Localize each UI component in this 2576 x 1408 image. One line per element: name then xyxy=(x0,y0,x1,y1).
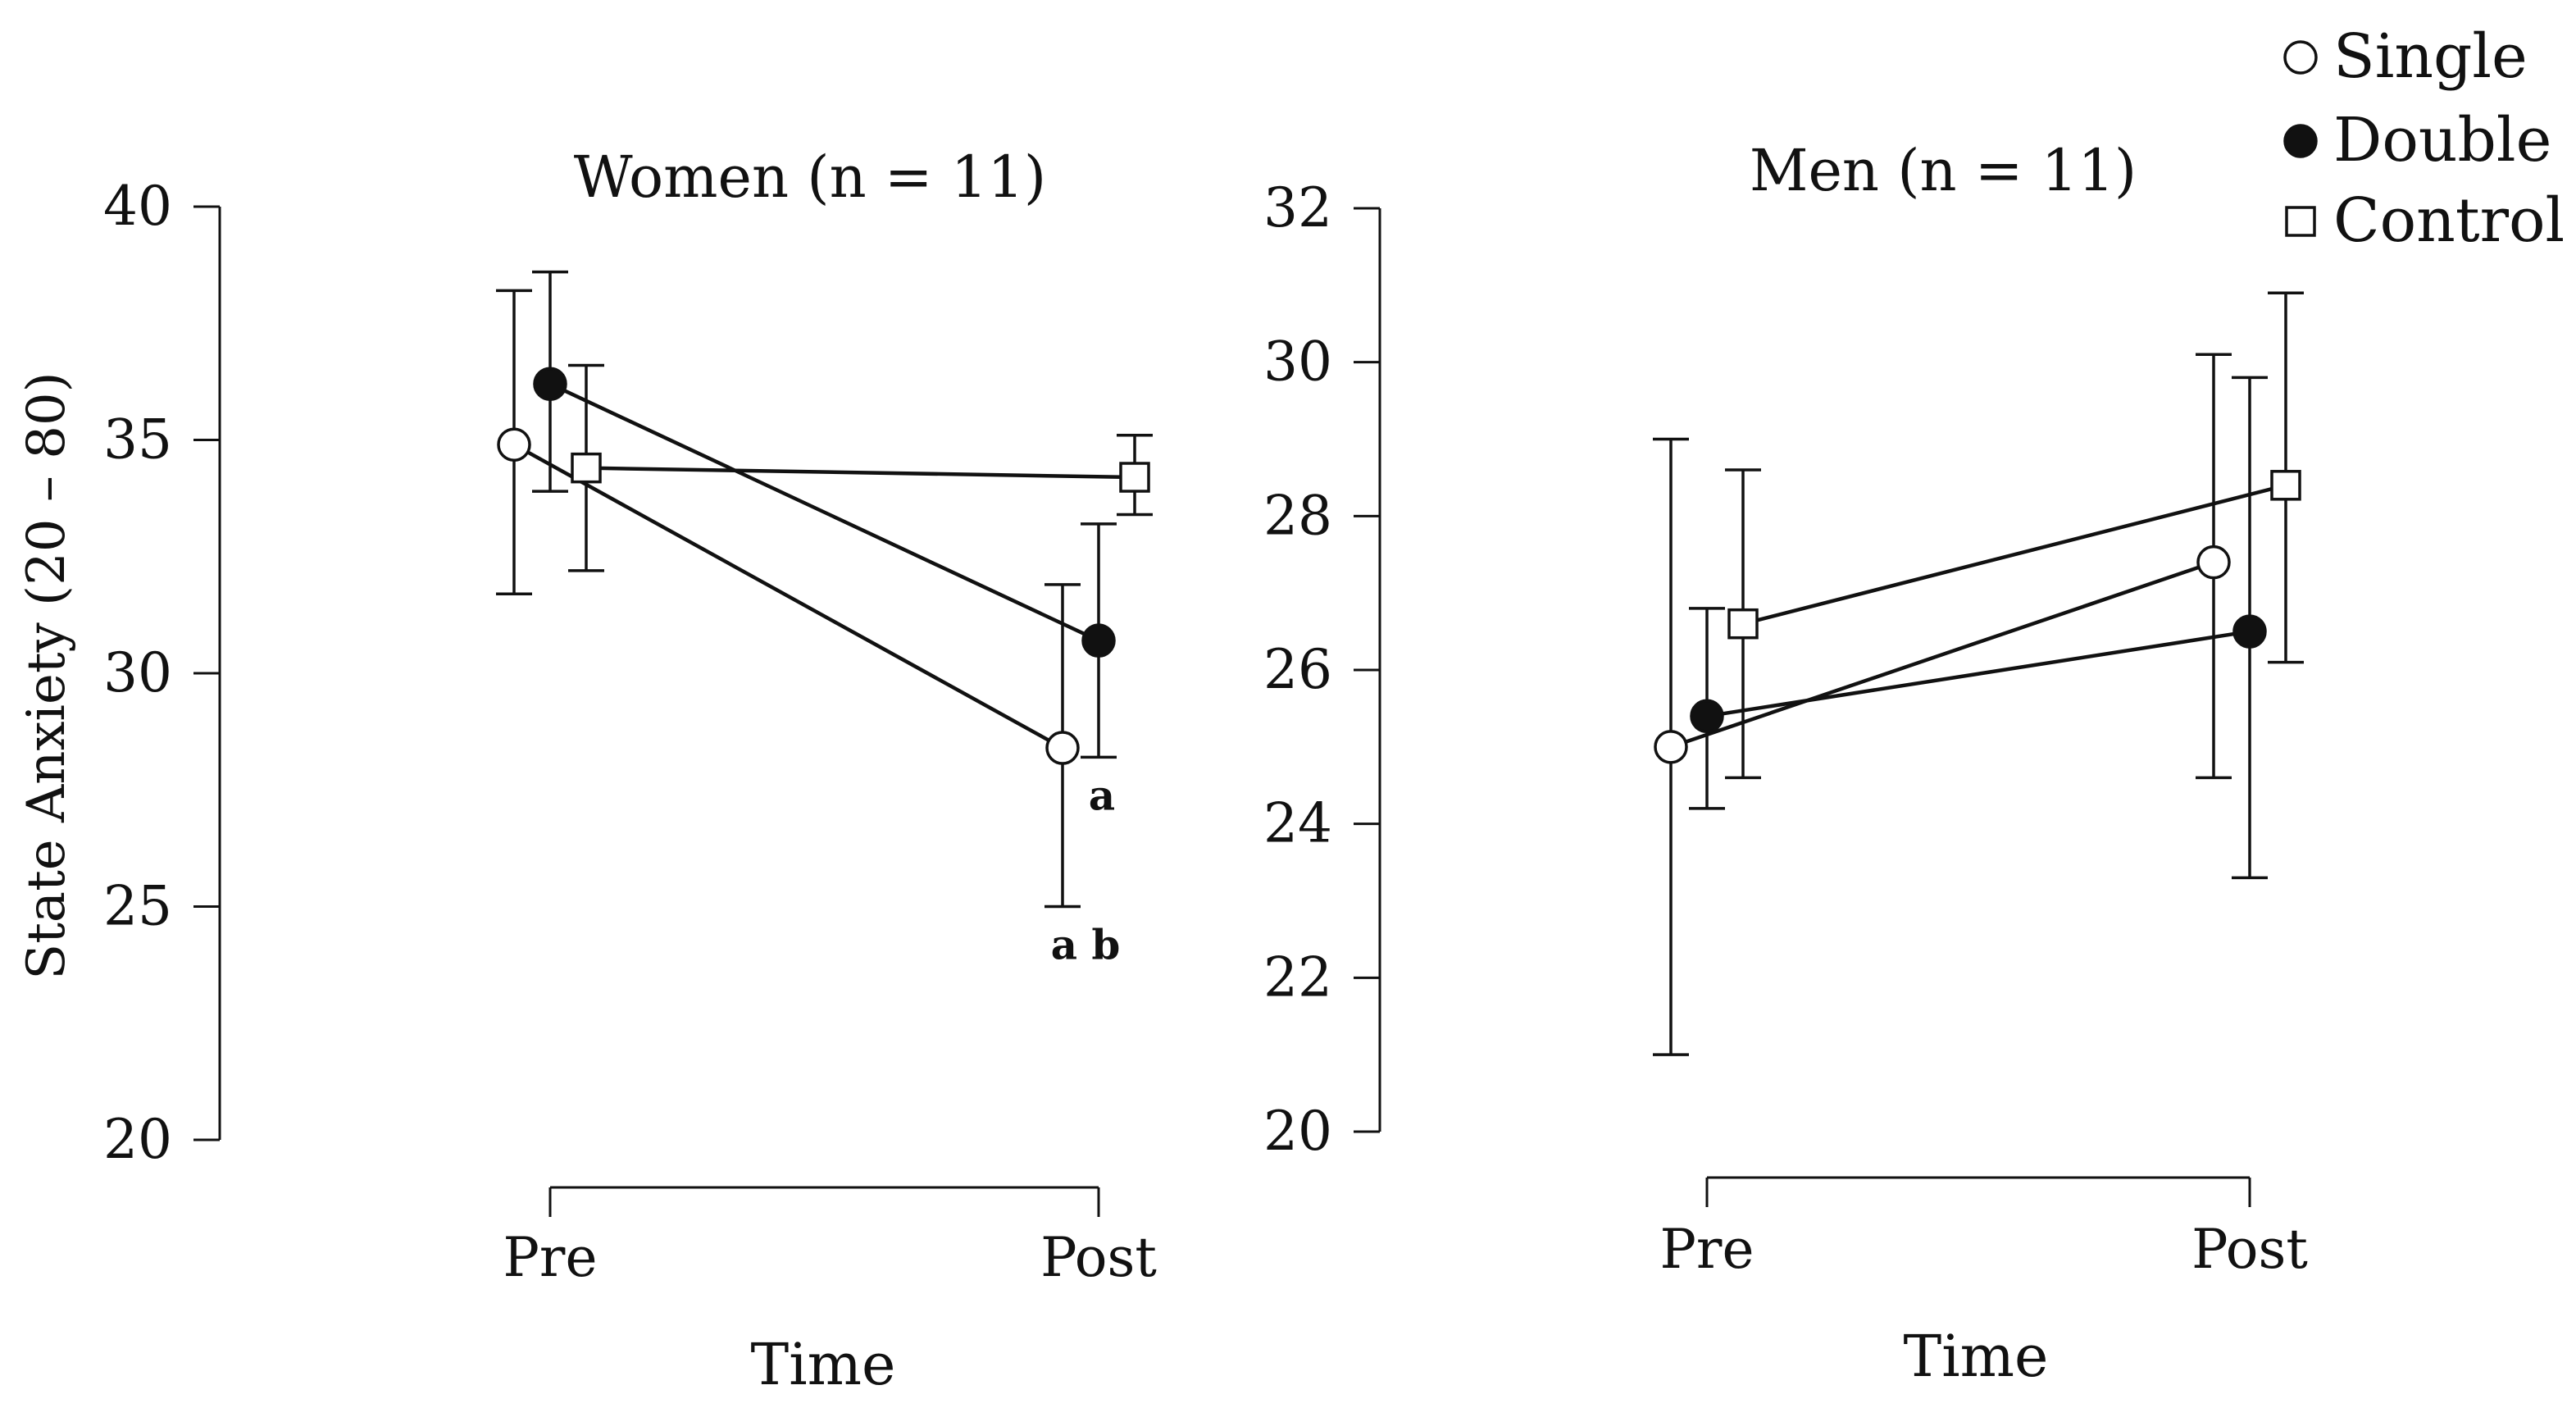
legend: Single Double Control xyxy=(2283,21,2565,256)
x-tick-label-pre: Pre xyxy=(1659,1218,1754,1281)
chart-title: Men (n = 11) xyxy=(1750,137,2137,204)
point-control-pre xyxy=(571,452,602,484)
chart-title: Women (n = 11) xyxy=(574,144,1046,211)
y-tick-label: 40 xyxy=(103,175,172,238)
legend-marker-single xyxy=(2283,40,2318,75)
x-tick-label-post: Post xyxy=(2191,1218,2308,1281)
point-control-post xyxy=(2270,470,2301,501)
series-line-single xyxy=(512,443,1064,750)
legend-marker-double xyxy=(2283,124,2318,158)
series-line-control xyxy=(1742,483,2287,626)
annotation-a-b: a b xyxy=(1051,921,1121,969)
point-single-pre xyxy=(497,427,531,462)
x-tick-label-pre: Pre xyxy=(503,1226,597,1289)
y-tick-label: 24 xyxy=(1263,792,1332,855)
point-single-post xyxy=(2196,545,2231,580)
point-single-pre xyxy=(1654,730,1688,764)
y-tick-label: 20 xyxy=(1263,1100,1332,1163)
y-tick-label: 32 xyxy=(1263,176,1332,239)
y-tick-label: 30 xyxy=(1263,330,1332,394)
point-double-pre xyxy=(1690,699,1724,734)
x-axis-label: Time xyxy=(1904,1323,2049,1390)
y-tick-label: 28 xyxy=(1263,484,1332,547)
x-axis-label: Time xyxy=(751,1331,896,1398)
panel-men: 20 22 24 26 28 30 32 Pre Post Men (n = 11) Time xyxy=(1263,137,2308,1390)
annotation-a: a xyxy=(1089,771,1115,819)
point-control-post xyxy=(1119,462,1150,493)
point-double-post xyxy=(1081,623,1116,658)
series-line-double xyxy=(549,382,1099,643)
legend-label-control: Control xyxy=(2333,185,2565,256)
series-line-double xyxy=(1706,629,2251,718)
y-tick-label: 25 xyxy=(103,875,172,938)
y-tick-label: 26 xyxy=(1263,638,1332,701)
series-line-single xyxy=(1670,560,2214,749)
x-tick-label-post: Post xyxy=(1040,1226,1157,1289)
legend-label-single: Single xyxy=(2333,21,2528,92)
y-axis-label: State Anxiety (20 – 80) xyxy=(16,371,77,979)
panel-women: 20 25 30 35 40 Pre Post Women (n = 11) Time State… xyxy=(16,144,1157,1398)
y-tick-label: 30 xyxy=(103,641,172,704)
legend-marker-control xyxy=(2285,206,2316,237)
point-double-pre xyxy=(533,367,567,401)
point-control-pre xyxy=(1727,608,1759,640)
y-tick-label: 22 xyxy=(1263,946,1332,1009)
legend-label-double: Double xyxy=(2333,105,2551,175)
point-single-post xyxy=(1045,731,1080,765)
point-double-post xyxy=(2232,614,2267,649)
series-line-control xyxy=(585,466,1136,480)
y-tick-label: 20 xyxy=(103,1108,172,1171)
y-tick-label: 35 xyxy=(103,408,172,472)
